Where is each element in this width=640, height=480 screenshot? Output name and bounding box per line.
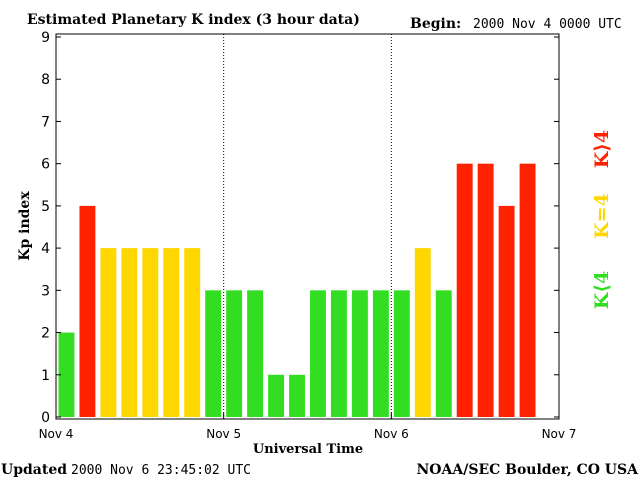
kp-bar <box>372 290 389 417</box>
y-tick-label: 8 <box>41 72 50 88</box>
chart-title: Estimated Planetary K index (3 hour data… <box>27 12 360 28</box>
y-tick-label: 6 <box>41 157 50 173</box>
y-tick-label: 9 <box>41 30 50 46</box>
x-tick-label: Nov 6 <box>374 427 409 441</box>
kp-bar <box>289 374 305 417</box>
updated-value: 2000 Nov 6 23:45:02 UTC <box>71 463 251 478</box>
legend: K⟩4 K=4 K⟨4 <box>591 130 613 309</box>
y-tick-label: 4 <box>41 241 50 257</box>
kp-bar <box>205 290 222 417</box>
kp-bar <box>163 248 180 417</box>
y-tick-label: 7 <box>41 114 50 130</box>
y-tick-label: 0 <box>41 410 50 426</box>
kp-bar <box>519 163 536 417</box>
credit-text: NOAA/SEC Boulder, CO USA <box>417 462 640 478</box>
kp-bar <box>142 248 159 417</box>
kp-bar <box>414 248 431 417</box>
y-tick-label: 3 <box>41 283 50 299</box>
kp-bar <box>330 290 347 417</box>
kp-bar <box>58 332 75 417</box>
begin-label: Begin: <box>410 16 461 32</box>
begin-value: 2000 Nov 4 0000 UTC <box>473 17 622 32</box>
plot-area: 0 1 2 3 4 5 6 7 8 9 Nov 4 Nov 5 Nov 6 Nov 7 <box>39 30 577 441</box>
x-tick-label: Nov 7 <box>542 427 577 441</box>
bars-group <box>58 163 536 417</box>
kp-bar <box>184 248 201 417</box>
y-ticks-group: 0 1 2 3 4 5 6 7 8 9 <box>41 30 559 426</box>
kp-bar <box>477 163 494 417</box>
y-tick-label: 1 <box>41 368 50 384</box>
x-tick-label: Nov 4 <box>39 427 74 441</box>
y-tick-label: 2 <box>41 326 50 342</box>
legend-k-low: K⟨4 <box>591 271 613 309</box>
kp-bar <box>393 290 410 417</box>
kp-bar <box>79 205 96 417</box>
kp-bar <box>456 163 473 417</box>
y-tick-label: 5 <box>41 199 50 215</box>
kp-bar <box>247 290 264 417</box>
updated-label: Updated <box>1 462 67 478</box>
kp-bar <box>310 290 326 417</box>
day-dividers <box>223 34 392 419</box>
kp-bar <box>498 205 515 417</box>
x-axis-label: Universal Time <box>253 442 363 457</box>
plot-frame <box>55 33 560 420</box>
kp-bar <box>435 290 452 417</box>
legend-k-high: K⟩4 <box>591 130 613 168</box>
x-ticks-group: Nov 4 Nov 5 Nov 6 Nov 7 <box>39 413 577 441</box>
x-tick-label: Nov 5 <box>206 427 241 441</box>
kp-bar <box>100 248 117 417</box>
kp-bar <box>351 290 368 417</box>
kp-bar <box>268 374 285 417</box>
kp-bar <box>226 290 243 417</box>
legend-k-equal: K=4 <box>591 193 613 239</box>
kp-bar <box>121 248 138 417</box>
y-axis-label: Kp index <box>17 191 33 261</box>
